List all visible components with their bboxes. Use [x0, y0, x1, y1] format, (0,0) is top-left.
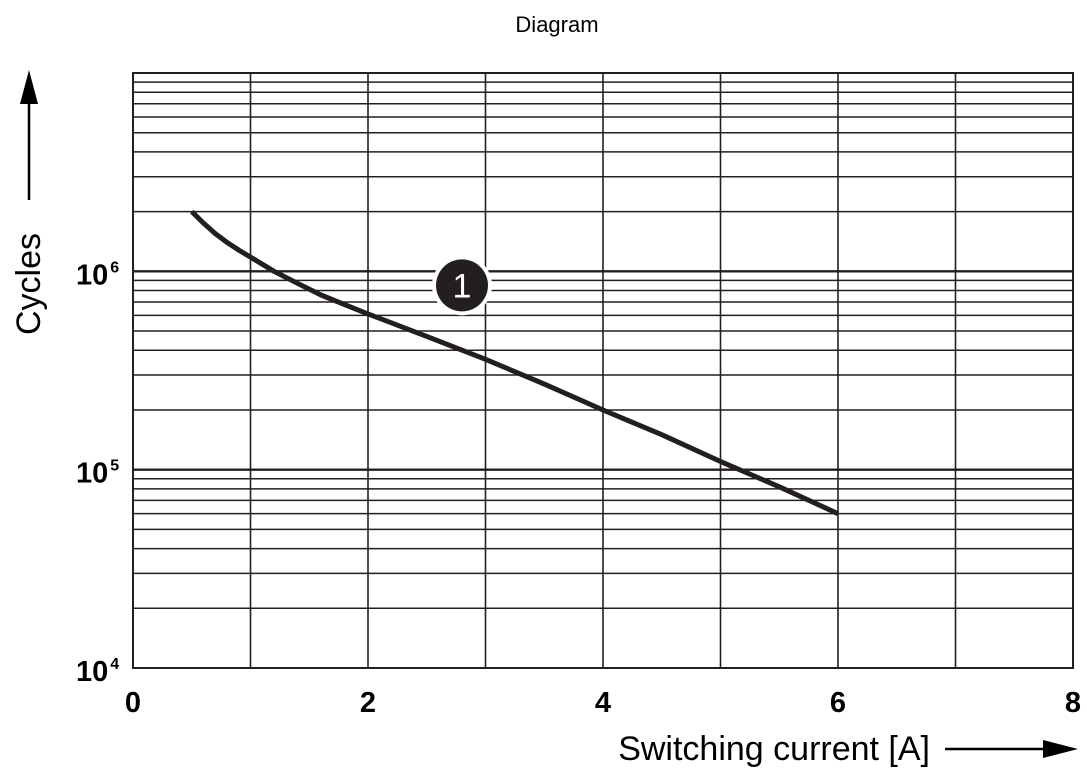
y-axis-title: Cycles	[10, 233, 48, 335]
x-tick-label: 8	[1065, 687, 1081, 719]
y-tick-exponent: 6	[110, 259, 119, 276]
chart-title: Diagram	[515, 12, 598, 37]
annotation-marker	[436, 259, 488, 312]
y-tick-base: 10	[76, 259, 108, 291]
y-tick-base: 10	[76, 656, 108, 688]
y-tick-exponent: 5	[110, 458, 119, 475]
x-tick-label: 0	[125, 687, 141, 719]
x-tick-label: 6	[830, 687, 846, 719]
x-axis-arrow-head	[1043, 740, 1078, 758]
y-axis-arrow-head	[20, 70, 38, 104]
plot-border	[132, 72, 1074, 669]
grid	[133, 73, 1073, 668]
y-tick-exponent: 4	[110, 656, 119, 673]
x-axis-title-group: Switching current [A]	[618, 730, 1078, 768]
annotation-marker-label: 1	[453, 267, 472, 305]
series-group	[190, 209, 840, 516]
annotation-group: 1	[432, 255, 492, 316]
y-axis-title-group: Cycles	[10, 70, 48, 335]
y-tick-label: 10 5	[76, 458, 119, 490]
y-tick-label: 10 4	[76, 656, 119, 688]
x-tick-label: 2	[360, 687, 376, 719]
series-line	[190, 209, 840, 516]
x-axis-title: Switching current [A]	[618, 730, 930, 768]
y-tick-base: 10	[76, 458, 108, 490]
plot-frame	[132, 72, 1074, 669]
y-tick-label: 10 6	[76, 259, 119, 291]
x-tick-labels: 0 2 4 6 8	[125, 687, 1081, 719]
x-tick-label: 4	[595, 687, 611, 719]
